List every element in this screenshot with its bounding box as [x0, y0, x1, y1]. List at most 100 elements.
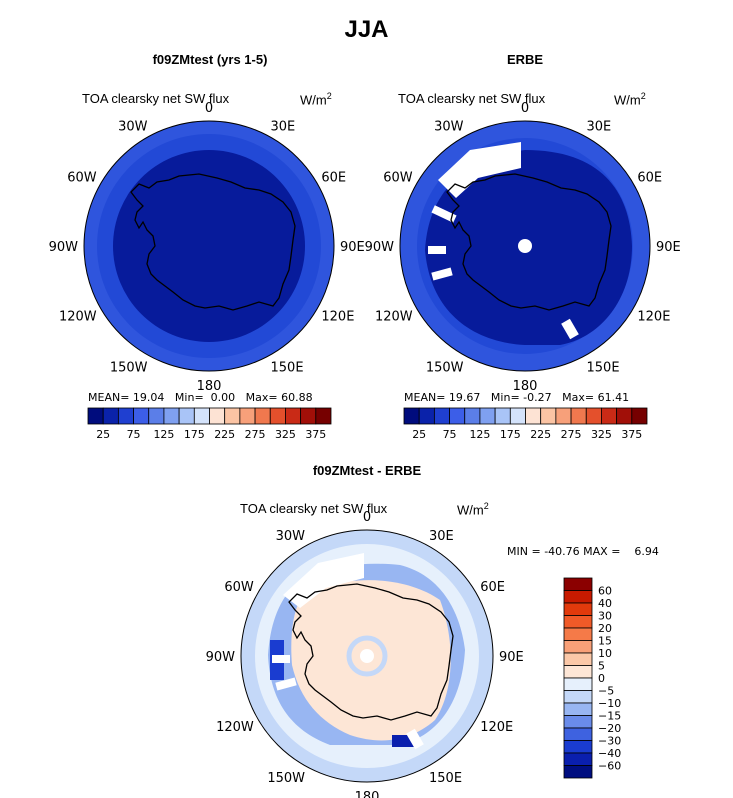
colorbar-swatch — [631, 407, 648, 425]
longitude-label: 30E — [271, 120, 296, 135]
colorbar-tick-label: 0 — [598, 672, 605, 685]
map-border — [83, 120, 335, 372]
longitude-label: 150E — [587, 360, 620, 375]
colorbar-model: 25 75 125 175 225 275 325 375 — [87, 407, 332, 441]
missing-data-bar — [272, 655, 290, 663]
colorbar-tick-label: −15 — [598, 710, 621, 723]
units-text: W/m — [300, 92, 327, 108]
colorbar-tick-label: 60 — [598, 585, 612, 598]
colorbar-swatch — [616, 407, 633, 425]
longitude-label: 120W — [59, 310, 97, 325]
max-value: 60.88 — [281, 391, 313, 404]
stats-line: MEAN= 19.67 Min= -0.27 Max= 61.41 — [404, 391, 629, 404]
map-erbe — [399, 120, 651, 372]
colorbar-swatch — [163, 407, 180, 425]
longitude-label: 30E — [587, 120, 612, 135]
panel-title-erbe: ERBE — [506, 52, 544, 67]
colorbar-swatch — [525, 407, 542, 425]
longitude-label: 30E — [429, 529, 454, 544]
colorbar-swatch — [433, 407, 450, 425]
min-value: 0.00 — [210, 391, 236, 404]
colorbar-tick-label: 275 — [245, 428, 266, 441]
colorbar-swatch — [315, 407, 332, 425]
colorbar-swatch — [563, 715, 593, 729]
map-model — [83, 120, 335, 372]
min-value: -40.76 — [544, 545, 580, 558]
colorbar-swatch — [509, 407, 526, 425]
colorbar-swatch — [133, 407, 150, 425]
colorbar-tick-label: 125 — [469, 428, 490, 441]
colorbar-swatch — [269, 407, 286, 425]
map-difference — [240, 529, 494, 783]
colorbar-swatch — [87, 407, 104, 425]
colorbar-swatch — [254, 407, 271, 425]
colorbar-swatch — [563, 765, 593, 779]
longitude-label: 150W — [267, 771, 305, 786]
missing-data-bar — [275, 677, 297, 691]
colorbar-swatch — [418, 407, 435, 425]
longitude-label: 180 — [513, 379, 538, 394]
colorbar-swatch — [563, 652, 593, 666]
colorbar-tick-label: 175 — [184, 428, 205, 441]
colorbar-swatch — [563, 727, 593, 741]
longitude-label: 90W — [206, 650, 236, 665]
colorbar-swatch — [464, 407, 481, 425]
colorbar-swatch — [494, 407, 511, 425]
longitude-label: 120W — [216, 720, 254, 735]
longitude-label: 120E — [321, 310, 354, 325]
colorbar-swatch — [224, 407, 241, 425]
antarctica-coastline — [288, 583, 454, 721]
panel-title-model: f09ZMtest (yrs 1-5) — [152, 52, 268, 67]
colorbar-swatch — [449, 407, 466, 425]
colorbar-swatch — [563, 690, 593, 704]
longitude-label: 30W — [118, 120, 148, 135]
longitude-label: 90W — [49, 240, 79, 255]
max-label: Max= — [245, 391, 278, 404]
missing-data-bar — [431, 267, 453, 281]
diff-pole-ring — [346, 635, 388, 677]
colorbar-swatch — [585, 407, 602, 425]
min-label: MIN = — [507, 545, 541, 558]
missing-data-bar — [431, 205, 457, 223]
units-label: W/m2 — [614, 91, 646, 107]
figure-title: JJA — [344, 16, 389, 43]
colorbar-swatch — [563, 702, 593, 716]
colorbar-swatch — [555, 407, 572, 425]
colorbar-tick-label: 225 — [530, 428, 551, 441]
longitude-label: 60W — [67, 171, 97, 186]
mean-label: MEAN= — [404, 391, 446, 404]
missing-data-bar — [406, 728, 424, 750]
colorbar-swatch — [563, 602, 593, 616]
longitude-label: 60W — [383, 171, 413, 186]
colorbar-tick-label: −30 — [598, 735, 621, 748]
map-border — [399, 120, 651, 372]
longitude-label: 120W — [375, 310, 413, 325]
diff-strong-negative — [392, 735, 414, 747]
max-label: Max= — [562, 391, 595, 404]
colorbar-tick-label: 25 — [96, 428, 110, 441]
colorbar-swatch — [563, 640, 593, 654]
missing-data-bar — [428, 246, 446, 254]
longitude-label: 60E — [637, 171, 662, 186]
colorbar-swatch — [178, 407, 195, 425]
units-exponent: 2 — [640, 91, 646, 101]
longitude-label: 150E — [429, 771, 462, 786]
variable-label: TOA clearsky net SW flux — [82, 91, 230, 106]
longitude-label: 150W — [110, 360, 148, 375]
longitude-label: 60W — [224, 580, 254, 595]
colorbar-swatch — [563, 677, 593, 691]
missing-data-pole — [518, 239, 532, 253]
units-label: W/m2 — [300, 91, 332, 107]
colorbar-tick-label: 125 — [153, 428, 174, 441]
units-exponent: 2 — [483, 501, 489, 511]
longitude-label: 180 — [197, 379, 222, 394]
variable-label: TOA clearsky net SW flux — [240, 501, 388, 516]
colorbar-erbe: 25 75 125 175 225 275 325 375 — [403, 407, 648, 441]
colorbar-swatch — [148, 407, 165, 425]
colorbar-swatch — [540, 407, 557, 425]
colorbar-swatch — [403, 407, 420, 425]
longitude-label: 120E — [480, 720, 513, 735]
antarctica-coastline — [130, 173, 296, 311]
variable-label: TOA clearsky net SW flux — [398, 91, 546, 106]
